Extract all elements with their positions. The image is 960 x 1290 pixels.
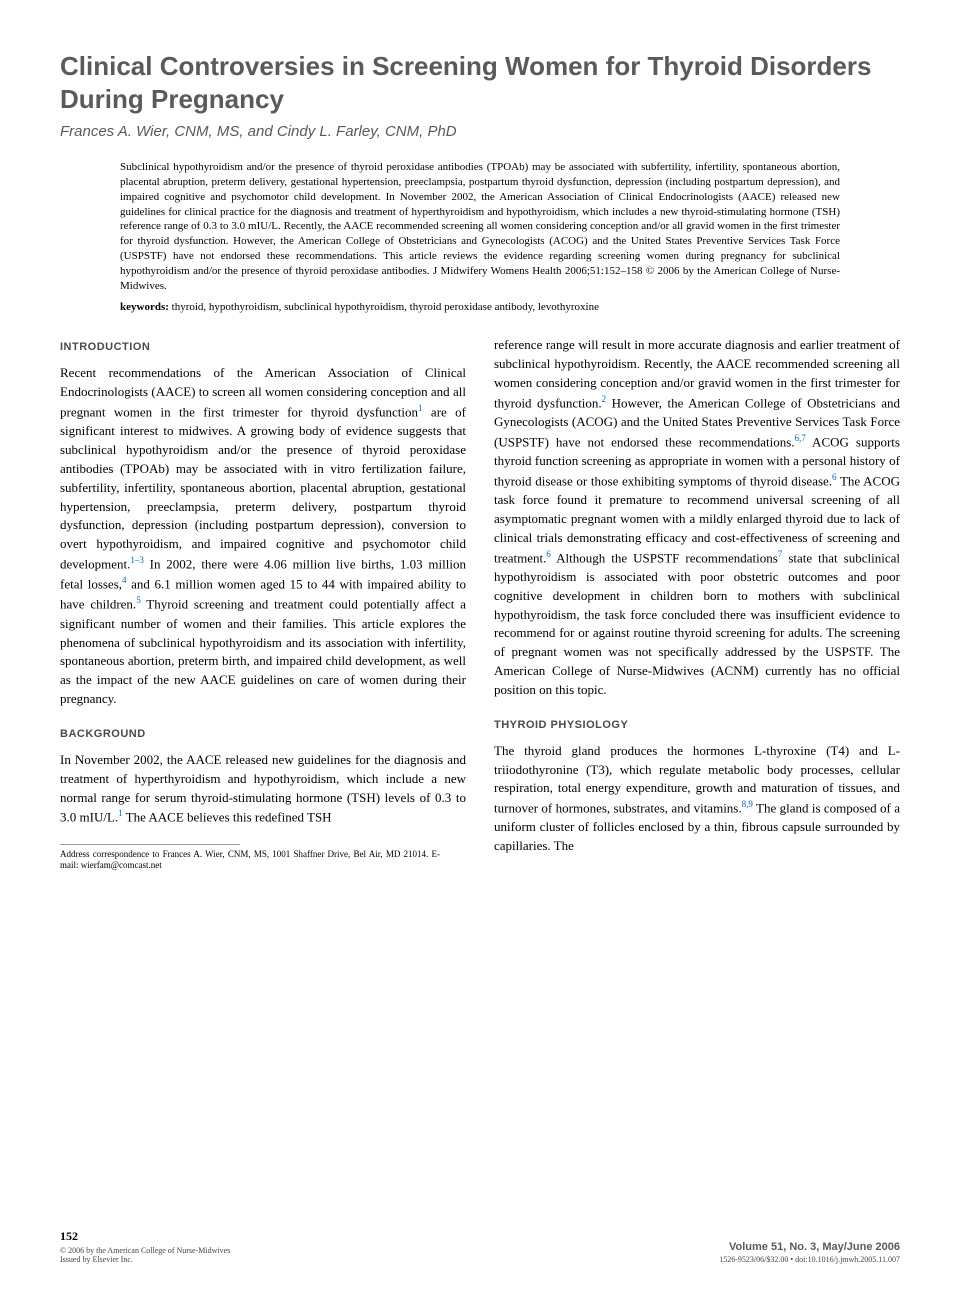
footer-right: Volume 51, No. 3, May/June 2006 1526-952… bbox=[719, 1241, 900, 1264]
keywords-line: keywords: thyroid, hypothyroidism, subcl… bbox=[120, 300, 840, 315]
content-columns: INTRODUCTION Recent recommendations of t… bbox=[60, 336, 900, 871]
doi-info: 1526-9523/06/$32.00 • doi:10.1016/j.jmwh… bbox=[719, 1255, 900, 1264]
bg2-text-e: Although the USPSTF recommendations bbox=[551, 550, 778, 565]
intro-paragraph: Recent recommendations of the American A… bbox=[60, 364, 466, 709]
abstract-block: Subclinical hypothyroidism and/or the pr… bbox=[60, 160, 900, 314]
keywords-label: keywords: bbox=[120, 301, 169, 313]
bg-text-b: The AACE believes this redefined TSH bbox=[123, 810, 332, 825]
footnote-separator bbox=[60, 844, 240, 845]
copyright-line-1: © 2006 by the American College of Nurse-… bbox=[60, 1246, 230, 1255]
left-column: INTRODUCTION Recent recommendations of t… bbox=[60, 336, 466, 871]
background-paragraph-1: In November 2002, the AACE released new … bbox=[60, 751, 466, 828]
correspondence-address: Address correspondence to Frances A. Wie… bbox=[60, 849, 440, 872]
section-heading-introduction: INTRODUCTION bbox=[60, 340, 466, 356]
section-heading-physiology: THYROID PHYSIOLOGY bbox=[494, 718, 900, 734]
intro-text-e: Thyroid screening and treatment could po… bbox=[60, 597, 466, 706]
intro-text-a: Recent recommendations of the American A… bbox=[60, 365, 466, 419]
page-footer: 152 © 2006 by the American College of Nu… bbox=[60, 1229, 900, 1264]
page-number: 152 bbox=[60, 1229, 230, 1244]
article-title: Clinical Controversies in Screening Wome… bbox=[60, 50, 900, 115]
bg2-text-f: state that subclinical hypothyroidism is… bbox=[494, 550, 900, 697]
physiology-paragraph: The thyroid gland produces the hormones … bbox=[494, 742, 900, 856]
citation-ref[interactable]: 6,7 bbox=[795, 433, 806, 443]
section-heading-background: BACKGROUND bbox=[60, 727, 466, 743]
article-authors: Frances A. Wier, CNM, MS, and Cindy L. F… bbox=[60, 123, 900, 140]
abstract-text: Subclinical hypothyroidism and/or the pr… bbox=[120, 160, 840, 294]
footer-left: 152 © 2006 by the American College of Nu… bbox=[60, 1229, 230, 1264]
right-column: reference range will result in more accu… bbox=[494, 336, 900, 871]
intro-text-b: are of significant interest to midwives.… bbox=[60, 404, 466, 571]
keywords-values: thyroid, hypothyroidism, subclinical hyp… bbox=[169, 301, 599, 313]
citation-ref[interactable]: 1–3 bbox=[130, 555, 144, 565]
volume-info: Volume 51, No. 3, May/June 2006 bbox=[729, 1241, 900, 1253]
copyright-line-2: Issued by Elsevier Inc. bbox=[60, 1255, 230, 1264]
background-paragraph-2: reference range will result in more accu… bbox=[494, 336, 900, 699]
citation-ref[interactable]: 8,9 bbox=[742, 799, 753, 809]
